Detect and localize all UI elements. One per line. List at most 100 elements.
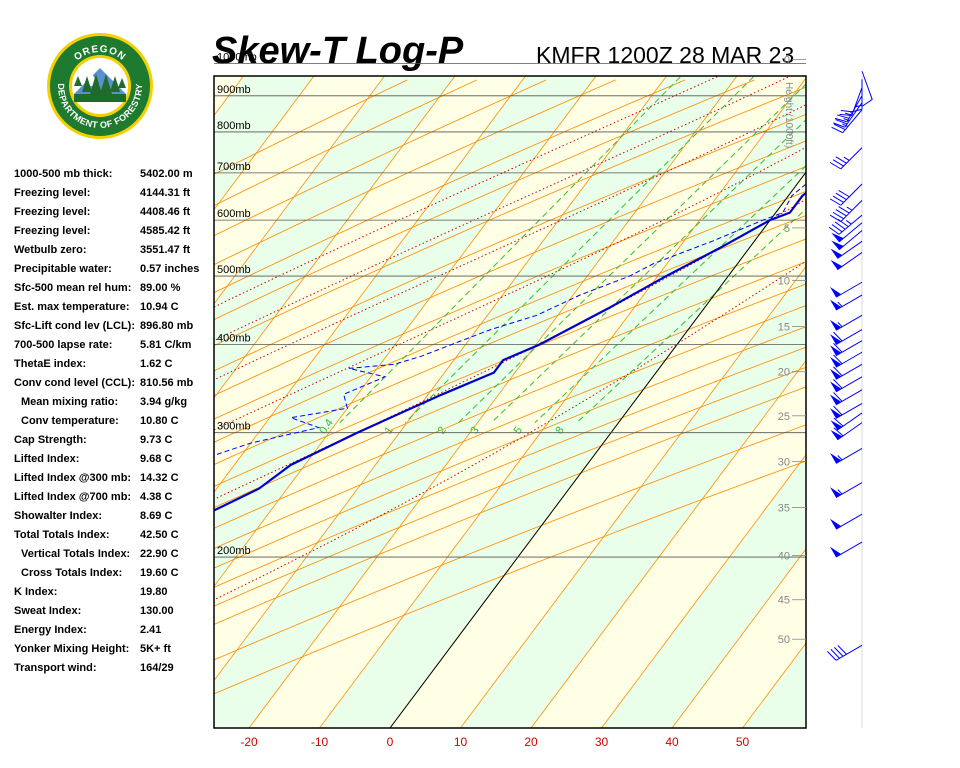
pressure-label: 300mb [217,421,251,433]
stat-value: 19.60 C [140,567,179,579]
moist-adiabat [214,146,806,431]
isotherm-line [214,76,244,117]
stat-label: Wetbulb zero: [14,244,87,256]
stat-value: 3.94 g/kg [140,396,188,408]
stat-row: K Index: 19.80 [14,586,214,605]
wind-barb [830,252,863,271]
wind-barb [830,412,863,431]
stat-label: Freezing level: [14,225,91,237]
freezing-isotherm [389,171,806,728]
stat-row: Freezing level: 4408.46 ft [14,206,214,225]
stat-value: 10.94 C [140,301,179,313]
dry-adiabat [214,460,806,695]
stat-row: Cross Totals Index: 19.60 C [14,567,214,586]
isotherm-line [460,265,806,728]
stat-value: 0.57 inches [140,263,200,275]
stat-label: Freezing level: [14,187,91,199]
stat-label: Conv temperature: [21,415,119,427]
mixing-ratio-line [534,165,806,424]
pressure-label: 800mb [217,120,251,132]
dry-adiabat [214,166,806,420]
wind-barb [829,183,863,206]
temperature-tick-label: 10 [454,735,468,749]
isotherm-bands [214,76,806,728]
stat-value: 1.62 C [140,358,173,370]
stat-label: Freezing level: [14,206,91,218]
pressure-label: 200mb [217,545,251,557]
stat-row: Vertical Totals Index: 22.90 C [14,548,214,567]
mixing-ratio-line [404,76,755,424]
wind-barb [849,79,863,113]
wind-barb [831,230,863,251]
temperature-tick-label: 50 [736,735,750,749]
oregon-department-of-forestry-logo: OREGON DEPARTMENT OF FORESTRY [44,30,156,147]
dry-adiabat [214,79,686,294]
wind-barb [830,363,863,380]
wind-barb [830,448,863,464]
wind-barb [830,403,863,419]
pressure-label: 700mb [217,161,251,173]
isotherm-band [214,76,244,116]
stat-row: Wetbulb zero: 3551.47 ft [14,244,214,263]
stat-label: Energy Index: [14,624,87,636]
sounding-traces [214,183,806,512]
stat-row: Sfc-Lift cond lev (LCL): 896.80 mb [14,320,214,339]
stat-row: Cap Strength: 9.73 C [14,434,214,453]
pressure-label: 1000mb [217,52,257,64]
dry-adiabat [214,86,806,347]
dry-adiabat [214,346,806,588]
stat-row: Conv cond level (CCL): 810.56 mb [14,377,214,396]
wind-barb [829,200,863,222]
isotherm-line [530,359,806,728]
wind-barb [830,389,863,406]
stat-label: Est. max temperature: [14,301,130,313]
height-tick-label: 45 [778,595,790,607]
isotherm-line [214,76,667,682]
height-tick-label: 15 [778,322,790,334]
mixing-ratio-label: 3 [468,425,481,437]
dry-adiabat [214,326,806,569]
wind-barb [861,71,873,107]
dry-adiabat [214,113,806,372]
wind-barbs [827,71,873,728]
stat-label: Showalter Index: [14,510,103,522]
wind-barb [830,351,863,368]
wind-barb [830,294,863,311]
stat-label: Total Totals Index: [14,529,110,541]
stat-value: 22.90 C [140,548,179,560]
stat-value: 130.00 [140,605,174,617]
stat-row: Lifted Index @700 mb: 4.38 C [14,491,214,510]
mixing-ratio-label: 8 [553,425,566,437]
dry-adiabat [214,79,616,266]
stat-value: 8.69 C [140,510,173,522]
height-tick-label: 30 [778,457,790,469]
mixing-ratio-label: 1 [382,425,395,437]
height-axis-label: Height (1000ft) [783,82,794,148]
pressure-label: 500mb [217,264,251,276]
stat-value: 4144.31 ft [140,187,191,199]
stat-row: Mean mixing ratio: 3.94 g/kg [14,396,214,415]
stat-row: 1000-500 mb thick: 5402.00 m [14,168,214,187]
stat-value: 42.50 C [140,529,179,541]
stat-row: Lifted Index: 9.68 C [14,453,214,472]
stat-label: Lifted Index @300 mb: [14,472,132,484]
stat-value: 19.80 [140,586,168,598]
dry-adiabat [214,140,806,396]
stat-row: Showalter Index: 8.69 C [14,510,214,529]
stat-label: Sweat Index: [14,605,82,617]
wind-barb [831,109,863,134]
temperature-tick-label: -10 [311,735,329,749]
sounding-indices-panel: 1000-500 mb thick: 5402.00 m Freezing leve… [14,168,214,681]
dry-adiabat [214,79,755,321]
isotherm-line [214,76,456,399]
stat-value: 14.32 C [140,472,179,484]
moist-adiabat [887,49,916,64]
temperature-tick-label: 20 [524,735,538,749]
isotherm-line [214,76,526,493]
wind-barb [830,240,863,259]
isotherm-line [214,76,385,305]
stat-label: Conv cond level (CCL): [14,377,136,389]
temperature-tick-label: 0 [387,735,394,749]
stat-value: 5402.00 m [140,168,193,180]
